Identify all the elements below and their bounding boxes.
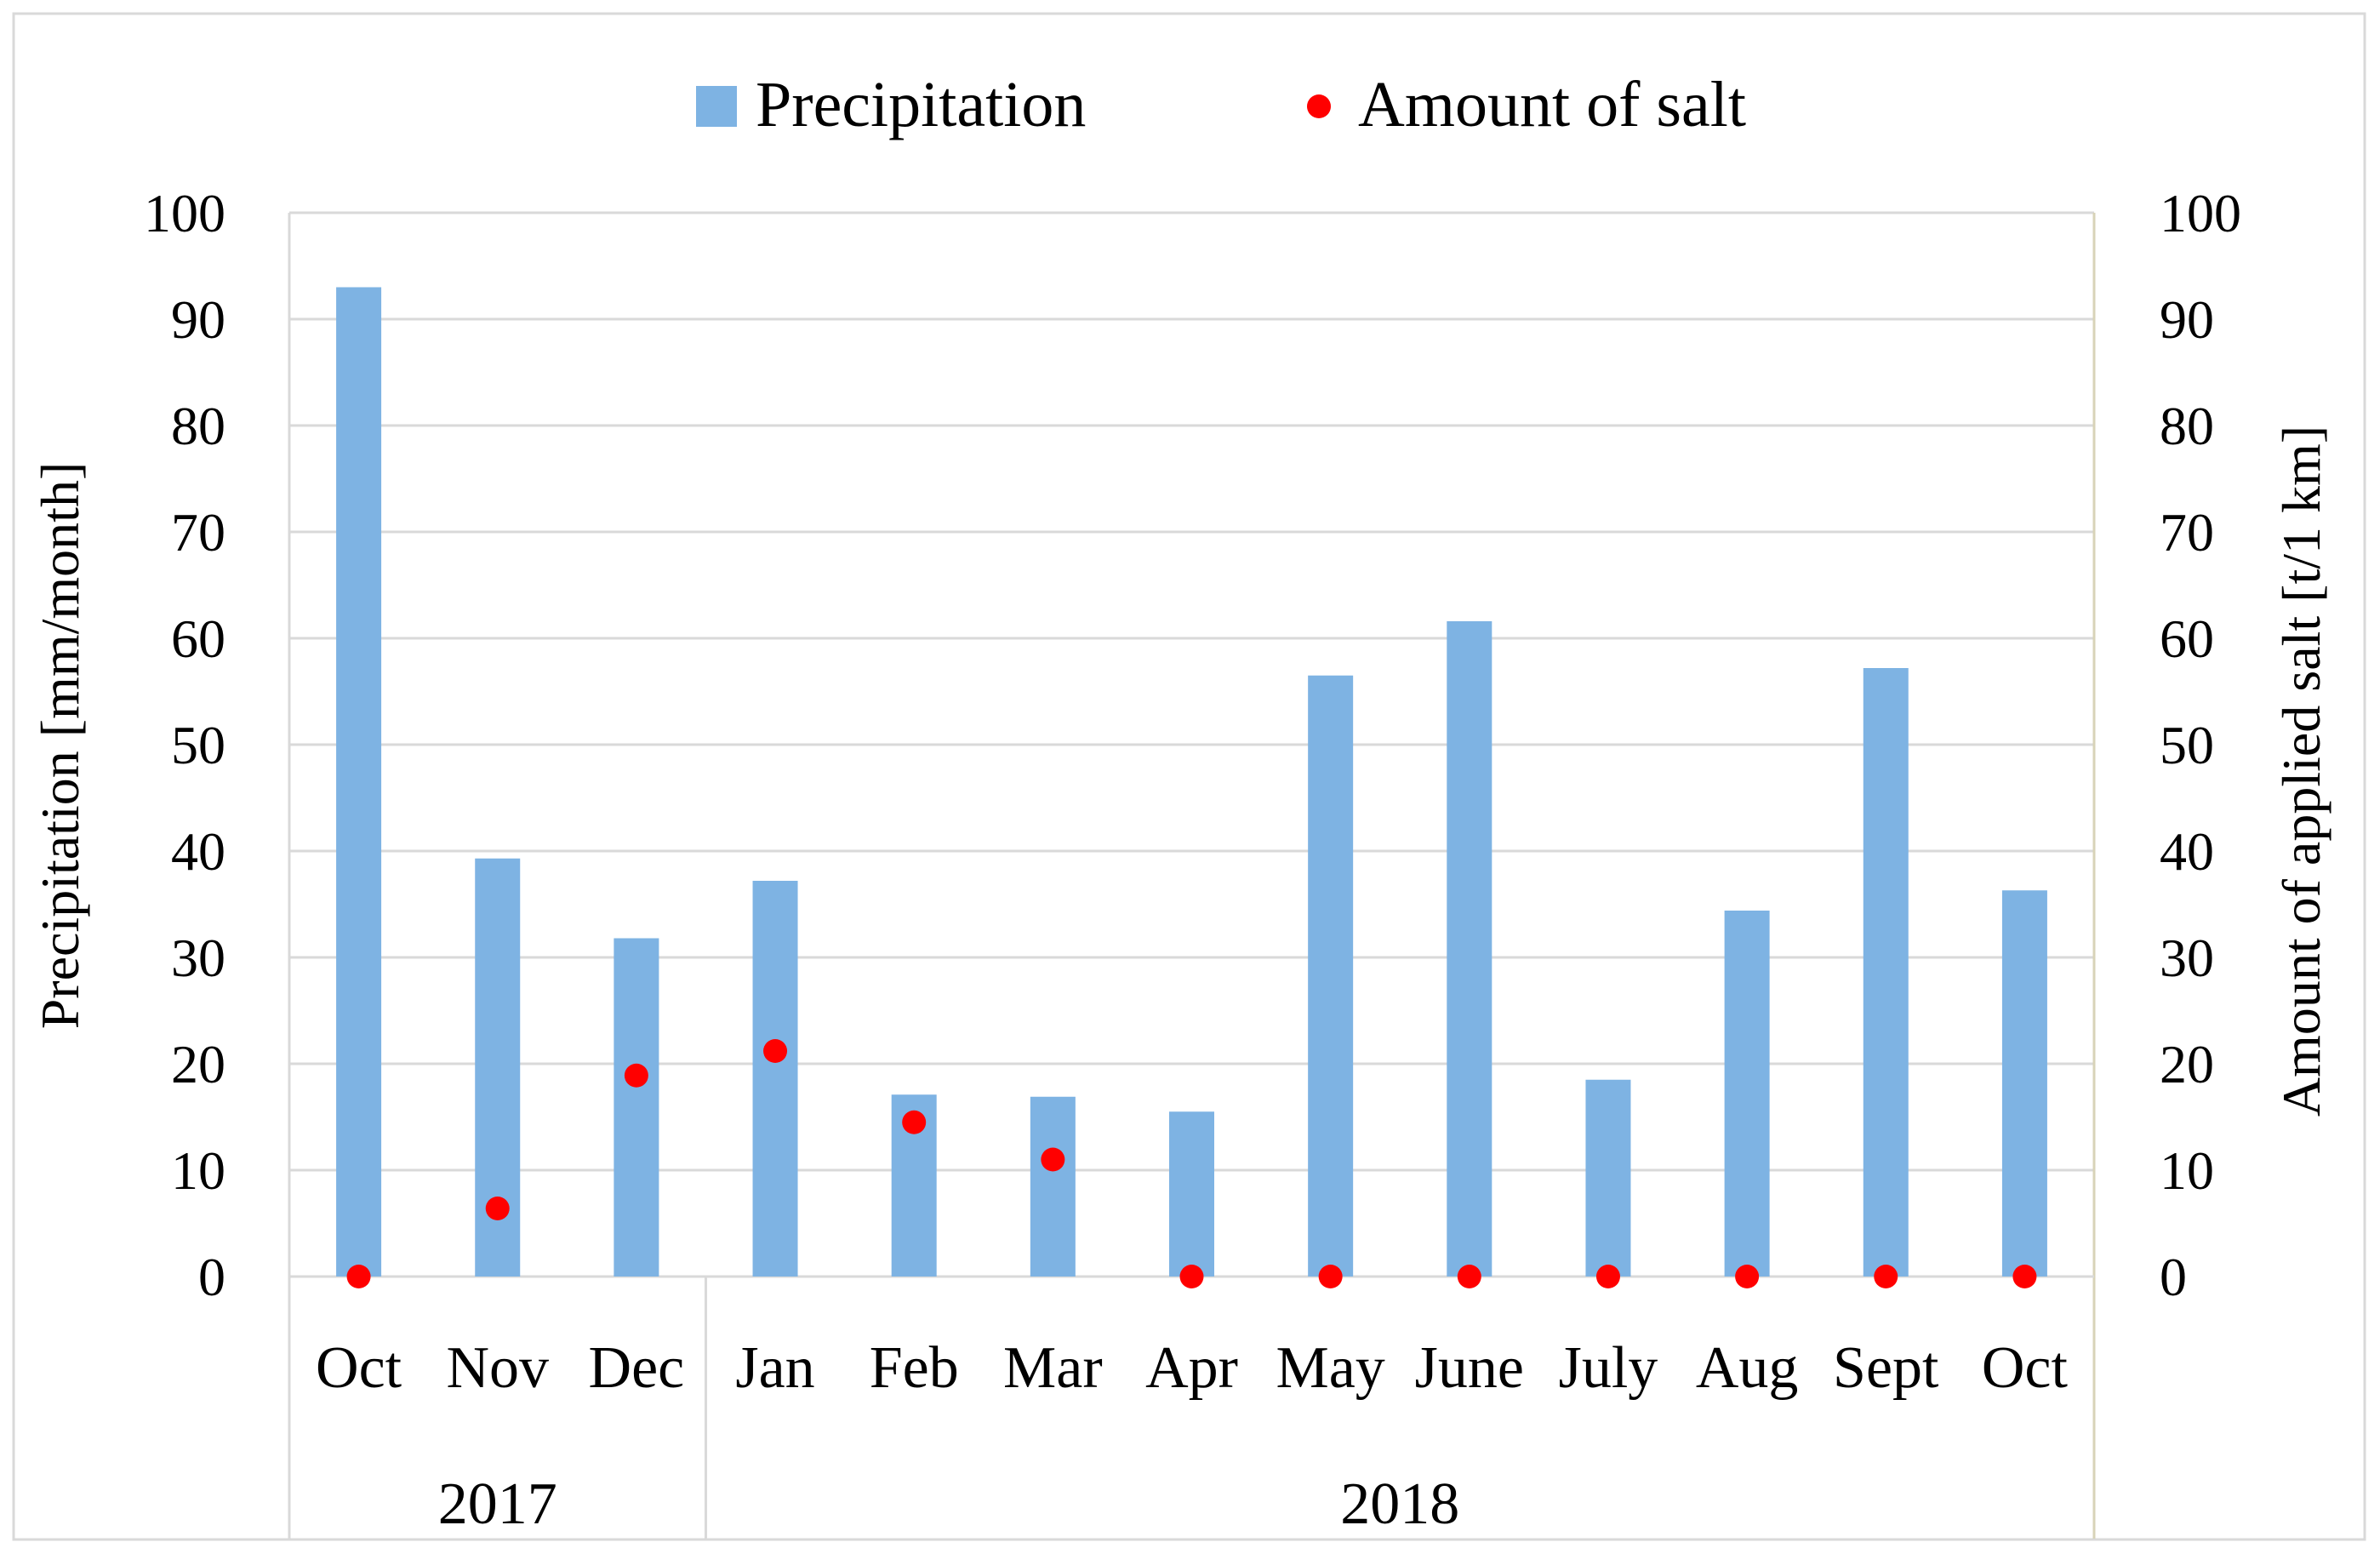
x-tick-label: Sept [1833, 1335, 1939, 1401]
y2-tick-label: 80 [2160, 396, 2214, 456]
x-tick-label: Oct [1982, 1335, 2069, 1401]
bar-precipitation [1030, 1096, 1076, 1277]
salt-points [346, 1039, 2037, 1288]
point-salt [624, 1063, 648, 1088]
axis-labels: Precipitation [mm/month] Amount of appli… [30, 183, 2331, 1537]
y2-tick-label: 0 [2160, 1247, 2187, 1307]
y2-tick-label: 100 [2160, 183, 2241, 243]
x-tick-label: Nov [446, 1335, 549, 1401]
point-salt [1179, 1265, 1204, 1288]
legend-swatch-precipitation [696, 86, 737, 127]
x-tick-label: Mar [1003, 1335, 1103, 1401]
point-salt [1735, 1265, 1760, 1288]
x-tick-label: Feb [870, 1335, 959, 1401]
y2-tick-label: 60 [2160, 608, 2214, 669]
x-tick-label: Jan [735, 1335, 814, 1401]
y2-tick-label: 20 [2160, 1034, 2214, 1094]
point-salt [346, 1265, 371, 1288]
x-tick-label: Aug [1696, 1335, 1799, 1401]
bar-precipitation [1308, 675, 1354, 1277]
x-tick-label: May [1276, 1335, 1384, 1401]
bar-precipitation [752, 881, 798, 1277]
point-salt [1041, 1147, 1065, 1172]
x-tick-label: Dec [589, 1335, 685, 1401]
x-tick-label: July [1559, 1335, 1658, 1401]
y-tick-label: 40 [171, 821, 225, 882]
point-salt [2012, 1265, 2037, 1288]
y2-tick-label: 40 [2160, 821, 2214, 882]
y-tick-label: 100 [144, 183, 225, 243]
y-tick-label: 0 [198, 1247, 225, 1307]
point-salt [902, 1110, 927, 1134]
point-salt [1595, 1265, 1620, 1288]
y-tick-label: 50 [171, 715, 225, 775]
y-tick-label: 10 [171, 1140, 225, 1201]
point-salt [485, 1197, 510, 1220]
y-tick-label: 90 [171, 289, 225, 350]
legend-label-salt: Amount of salt [1358, 69, 1746, 140]
x-group-label: 2018 [1340, 1471, 1459, 1537]
gridlines [289, 211, 2094, 1172]
legend: Precipitation Amount of salt [696, 69, 1746, 140]
y-tick-label: 30 [171, 928, 225, 988]
y-tick-label: 60 [171, 608, 225, 669]
bar-precipitation [2001, 890, 2047, 1277]
y2-axis-title: Amount of applied salt [t/1 km] [2271, 426, 2331, 1117]
y2-tick-label: 30 [2160, 928, 2214, 988]
precipitation-bars [336, 287, 2047, 1277]
point-salt [1318, 1265, 1343, 1288]
x-tick-label: Oct [316, 1335, 402, 1401]
y2-tick-label: 90 [2160, 289, 2214, 350]
point-salt [1874, 1265, 1898, 1288]
bar-precipitation [1447, 621, 1492, 1277]
legend-marker-salt [1307, 94, 1331, 118]
point-salt [1457, 1265, 1481, 1288]
x-group-label: 2017 [438, 1471, 557, 1537]
legend-label-precipitation: Precipitation [756, 69, 1086, 140]
y2-tick-label: 70 [2160, 502, 2214, 563]
x-tick-label: June [1415, 1335, 1524, 1401]
bar-precipitation [614, 938, 659, 1277]
y-axis-title: Precipitation [mm/month] [30, 462, 90, 1030]
bar-precipitation [1585, 1079, 1631, 1277]
y-tick-label: 20 [171, 1034, 225, 1094]
bar-precipitation [1169, 1111, 1214, 1277]
x-tick-label: Apr [1145, 1335, 1238, 1401]
y2-tick-label: 50 [2160, 715, 2214, 775]
y2-tick-label: 10 [2160, 1140, 2214, 1201]
y-tick-label: 70 [171, 502, 225, 563]
point-salt [763, 1039, 788, 1063]
bar-precipitation [1863, 668, 1909, 1277]
y-tick-label: 80 [171, 396, 225, 456]
bar-precipitation [336, 287, 382, 1277]
bar-precipitation [1724, 911, 1770, 1277]
